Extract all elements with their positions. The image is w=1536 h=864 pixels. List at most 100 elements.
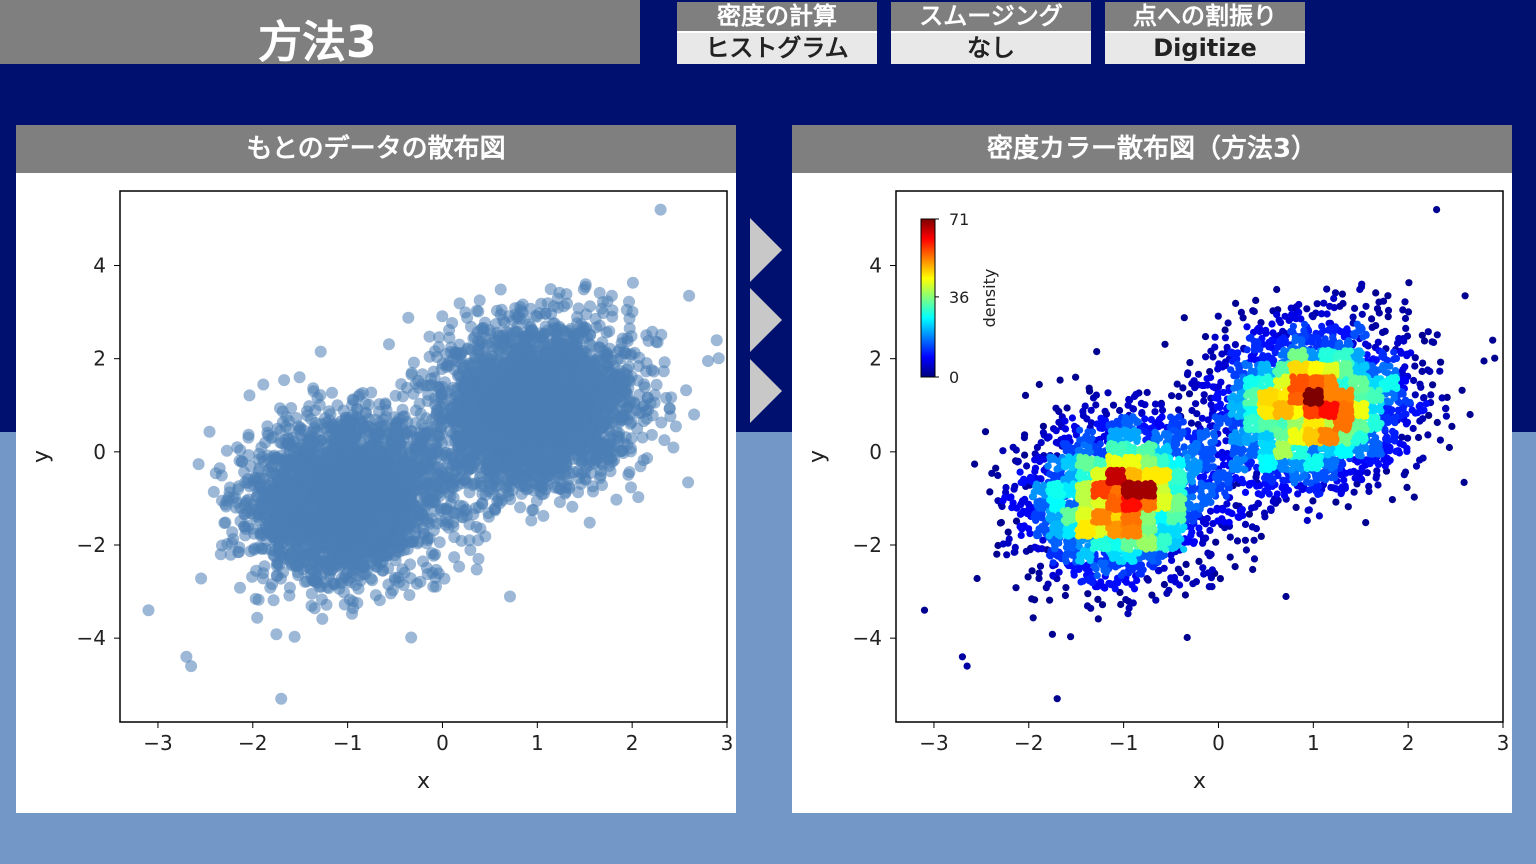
scatter-point [274, 402, 286, 415]
tag-value: ヒストグラム [677, 31, 877, 64]
scatter-point [442, 486, 455, 499]
scatter-point [380, 410, 392, 423]
scatter-point [309, 404, 322, 417]
scatter-point [321, 506, 333, 519]
scatter-point [365, 572, 377, 585]
scatter-point [405, 424, 418, 437]
scatter-point [314, 434, 327, 447]
scatter-point [363, 499, 376, 512]
scatter-point [284, 534, 297, 547]
scatter-point [330, 469, 343, 482]
scatter-point [244, 460, 257, 472]
scatter-point [337, 404, 350, 417]
x-tick-label: 0 [436, 731, 449, 755]
scatter-point [203, 425, 216, 438]
scatter-point [464, 544, 477, 556]
scatter-point [234, 581, 246, 594]
scatter-point [209, 467, 222, 480]
scatter-point [349, 432, 361, 445]
scatter-point [263, 517, 276, 530]
scatter-point [363, 456, 376, 469]
title-bar: 方法3 [0, 0, 640, 68]
scatter-point [257, 455, 270, 468]
scatter-point [373, 428, 386, 441]
scatter-point [309, 416, 322, 429]
scatter-point [313, 489, 326, 502]
x-tick-label: 3 [721, 731, 734, 755]
scatter-point [396, 390, 409, 403]
arrow-right-icon [750, 218, 782, 282]
scatter-point [404, 518, 416, 531]
scatter-point [712, 352, 725, 365]
scatter-point [383, 338, 395, 351]
scatter-point [343, 446, 356, 459]
scatter-point [336, 432, 349, 445]
scatter-point [626, 276, 639, 289]
scatter-point [642, 334, 655, 347]
scatter-point [311, 391, 324, 404]
scatter-point [382, 562, 395, 575]
scatter-point [239, 529, 252, 542]
scatter-point [433, 536, 446, 549]
tag-label: スムージング [891, 2, 1091, 31]
scatter-point [407, 535, 420, 548]
scatter-point [270, 559, 283, 572]
scatter-point [347, 602, 360, 615]
scatter-point [275, 537, 288, 550]
scatter-point [195, 572, 208, 585]
scatter-point [403, 589, 416, 601]
panel-title: もとのデータの散布図 [16, 125, 736, 173]
x-tick-label: 2 [626, 731, 639, 755]
scatter-point [420, 561, 433, 574]
scatter-point [371, 522, 383, 535]
scatter-point [359, 484, 372, 497]
scatter-point [429, 548, 442, 561]
scatter-point [320, 416, 333, 429]
tag-value: なし [891, 31, 1091, 64]
scatter-point [453, 560, 466, 573]
scatter-point [680, 384, 693, 397]
scatter-point [285, 521, 298, 534]
scatter-point [270, 628, 283, 641]
scatter-point [454, 347, 467, 360]
scatter-point [267, 594, 280, 607]
y-tick-label: 0 [93, 440, 106, 464]
scatter-point [255, 441, 268, 454]
scatter-point [319, 516, 332, 529]
scatter-point [330, 549, 343, 562]
scatter-point [257, 572, 269, 585]
arrow-right-icon [750, 359, 782, 423]
scatter-point [341, 553, 353, 566]
scatter-point [682, 476, 695, 489]
scatter-point [389, 554, 402, 567]
scatter-point [298, 465, 311, 478]
scatter-point [439, 512, 452, 525]
scatter-point [323, 405, 336, 418]
scatter-point [379, 495, 392, 508]
scatter-point [273, 501, 286, 514]
scatter-point [421, 534, 434, 546]
scatter-point [232, 546, 245, 559]
scatter-point [405, 460, 418, 473]
scatter-point [192, 458, 205, 471]
x-tick-label: 1 [531, 731, 544, 755]
scatter-point [323, 493, 336, 506]
scatter-point [472, 552, 485, 565]
scatter-point [376, 505, 389, 518]
scatter-point [245, 507, 258, 520]
scatter-point [314, 529, 327, 542]
arrow-right-icon [750, 288, 782, 352]
scatter-point [257, 378, 270, 391]
scatter-point [324, 526, 336, 539]
scatter-point [261, 498, 273, 511]
scatter-point [312, 560, 325, 573]
scatter-point [283, 422, 296, 435]
scatter-point [342, 507, 355, 520]
scatter-point [354, 414, 367, 427]
scatter-point [373, 398, 386, 411]
scatter-point [408, 499, 421, 512]
scatter-point [370, 555, 383, 567]
scatter-point [448, 551, 461, 564]
x-tick-label: −1 [333, 731, 362, 755]
scatter-point [622, 468, 635, 481]
